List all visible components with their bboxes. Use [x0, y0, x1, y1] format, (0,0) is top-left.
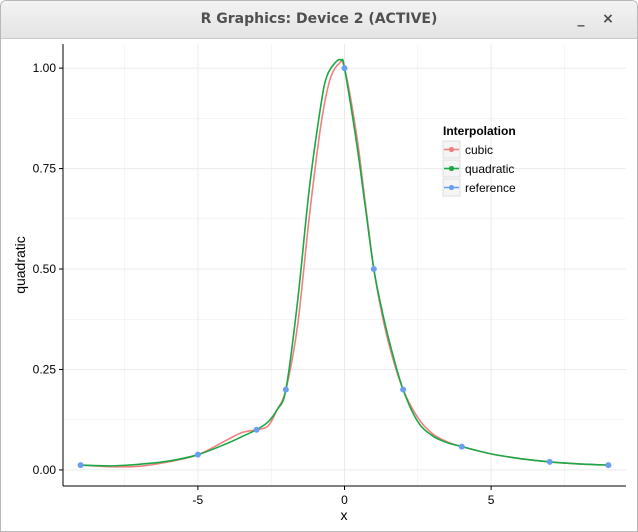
- close-button[interactable]: ×: [602, 11, 614, 27]
- x-axis-label: x: [341, 507, 348, 523]
- x-tick-label-2: 5: [488, 493, 495, 507]
- plot-area: -5 0 5 0.00 0.25 0.50 0.75 1.00 x quadratic Int…: [12, 44, 626, 523]
- reference-point-0: [77, 462, 84, 469]
- legend: Interpolation cubic quadratic reference: [442, 124, 516, 197]
- reference-point-8: [546, 458, 553, 465]
- title-bar[interactable]: R Graphics: Device 2 (ACTIVE) _ ×: [1, 1, 637, 39]
- y-tick-label-4: 1.00: [33, 61, 57, 75]
- axes: -5 0 5 0.00 0.25 0.50 0.75 1.00: [33, 44, 626, 507]
- reference-point-4: [341, 65, 348, 72]
- reference-point-3: [282, 386, 289, 393]
- legend-point-cubic: [448, 146, 455, 153]
- grid-lines: [63, 44, 626, 486]
- window-title: R Graphics: Device 2 (ACTIVE): [200, 11, 438, 27]
- reference-point-6: [400, 386, 407, 393]
- y-tick-label-3: 0.75: [33, 162, 57, 176]
- minimize-button[interactable]: _: [577, 11, 585, 27]
- series-points: [77, 65, 612, 469]
- x-tick-label-1: 0: [341, 493, 348, 507]
- x-tick-label-0: -5: [193, 493, 204, 507]
- legend-point-reference: [448, 184, 455, 191]
- y-tick-label-2: 0.50: [33, 262, 57, 276]
- y-tick-label-1: 0.25: [33, 362, 57, 376]
- y-tick-label-0: 0.00: [33, 463, 57, 477]
- y-axis-label: quadratic: [12, 236, 28, 294]
- legend-title: Interpolation: [443, 124, 516, 138]
- legend-label-reference: reference: [465, 181, 516, 195]
- reference-point-5: [370, 266, 377, 273]
- reference-point-9: [605, 462, 612, 469]
- legend-label-cubic: cubic: [465, 143, 493, 157]
- reference-point-1: [194, 451, 201, 458]
- reference-point-2: [253, 426, 260, 433]
- series-lines: [80, 58, 609, 468]
- legend-label-quadratic: quadratic: [465, 162, 514, 176]
- legend-point-quadratic: [448, 165, 455, 172]
- reference-point-7: [458, 443, 465, 450]
- quadratic-line: [80, 58, 609, 467]
